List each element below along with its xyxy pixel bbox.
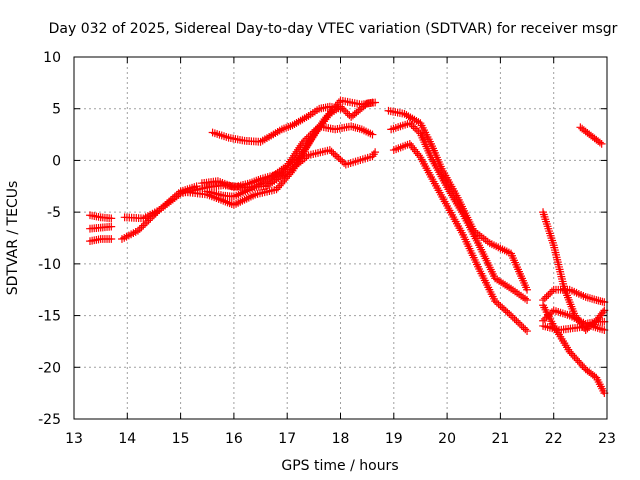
y-tick-label: -25 [38,412,61,428]
y-tick-label: 5 [52,102,61,118]
y-tick-labels: 10 5 0 -5 -10 -15 -20 -25 [38,50,61,428]
x-tick-label: 20 [438,431,456,447]
data-point [371,148,380,157]
data-points [86,96,609,398]
y-tick-label: -15 [38,309,61,325]
data-point [107,214,116,223]
data-point [368,130,377,139]
data-point [597,139,606,148]
data-point [523,285,531,294]
data-point [107,222,116,231]
data-point [336,104,345,113]
y-tick-label: -10 [38,257,61,273]
y-tick-label: -20 [38,360,61,376]
x-tick-label: 15 [172,431,190,447]
data-point [107,235,116,243]
x-tick-label: 13 [65,431,83,447]
x-tick-label: 16 [225,431,243,447]
x-tick-label: 17 [278,431,296,447]
data-point [523,296,531,304]
x-tick-label: 21 [491,431,509,447]
chart-title: Day 032 of 2025, Sidereal Day-to-day VTE… [49,21,618,37]
y-tick-label: -5 [47,205,61,221]
y-axis-label: SDTVAR / TECUs [5,181,21,296]
x-tick-label: 22 [545,431,563,447]
data-point [523,327,531,335]
data-point [371,98,380,107]
y-tick-label: 0 [52,153,61,169]
x-tick-label: 14 [118,431,136,447]
plot-frame [73,56,608,420]
y-tick-label: 10 [43,50,61,66]
x-tick-labels: 13 14 15 16 17 18 19 20 21 22 23 [65,431,616,447]
x-axis-label: GPS time / hours [281,458,398,474]
x-tick-label: 18 [332,431,350,447]
x-tick-label: 23 [598,431,616,447]
x-tick-label: 19 [385,431,403,447]
